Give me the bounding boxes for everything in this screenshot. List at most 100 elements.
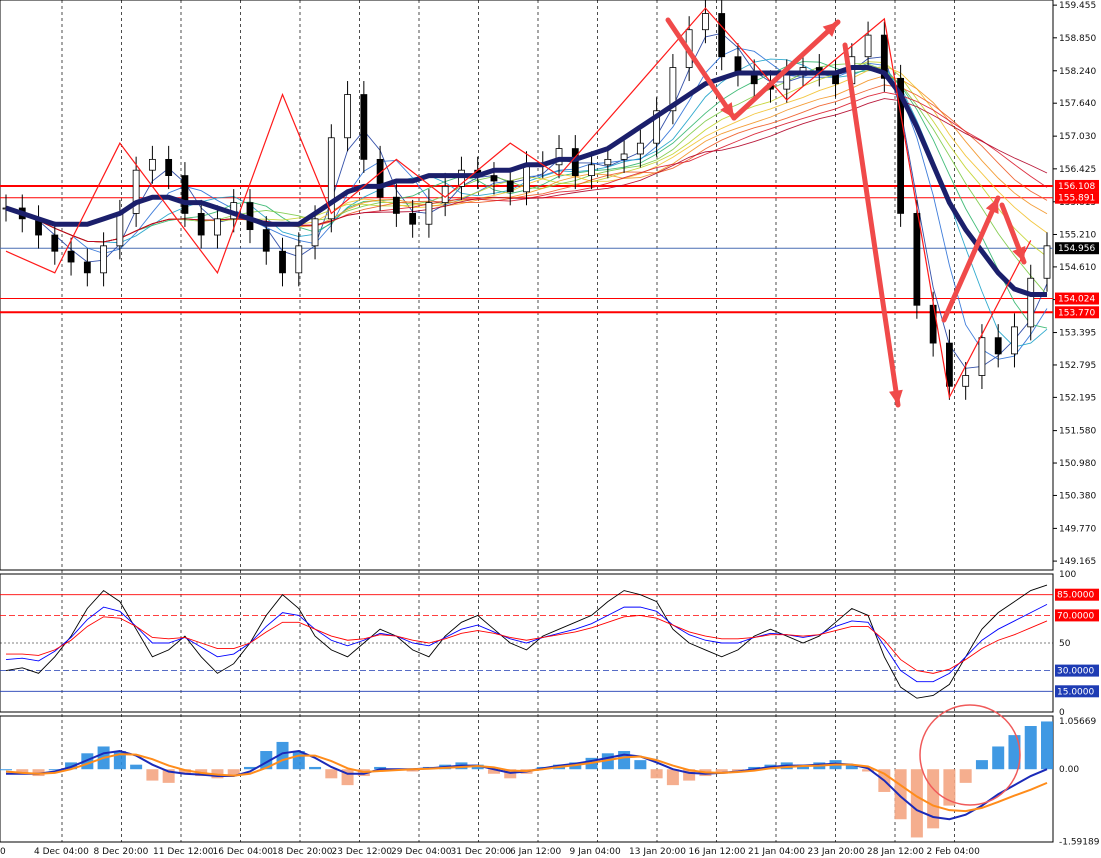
candle-body — [327, 137, 335, 220]
x-tick-label: 2 Feb 04:00 — [927, 847, 981, 857]
price-tick-label: 157.640 — [1059, 99, 1096, 109]
price-tag-label: 156.108 — [1058, 182, 1095, 192]
histogram-bar — [731, 769, 744, 772]
histogram-bar — [943, 769, 956, 806]
zigzag-line — [5, 7, 1032, 399]
price-tag — [1055, 191, 1099, 204]
trend-arrow-head — [822, 22, 838, 37]
x-tick-label: 28 Jan 12:00 — [867, 847, 924, 857]
candle-body — [51, 234, 59, 252]
histogram-bar — [48, 769, 61, 771]
candle-body — [929, 304, 937, 344]
highlight-circle — [919, 704, 1021, 806]
trend-arrow-head — [985, 198, 999, 214]
histogram-bar — [227, 769, 240, 777]
histogram-bar — [634, 760, 647, 770]
candle-body — [344, 94, 351, 139]
x-tick-label: 0 — [0, 847, 6, 857]
trend-arrow — [842, 42, 901, 408]
trend-arrow — [941, 195, 1001, 323]
histogram-bar — [975, 760, 988, 770]
histogram-bar — [130, 764, 143, 770]
candle-body — [1043, 245, 1051, 279]
histogram-bar — [666, 769, 679, 786]
candle-body — [571, 148, 579, 176]
trend-arrow — [731, 19, 841, 121]
candle-body — [994, 337, 1002, 355]
histogram-bar — [845, 764, 858, 770]
candle-body — [458, 169, 465, 187]
moving-average-thick — [5, 65, 1047, 297]
histogram-bar — [1041, 721, 1053, 770]
oscillator-series-line — [5, 603, 1048, 683]
oscillator-tick-label: 100 — [1059, 570, 1076, 580]
histogram-tick-label: 0.00 — [1059, 765, 1079, 775]
histogram-bar — [16, 769, 29, 774]
oscillator-level-label: 15.0000 — [1057, 687, 1094, 697]
candle-body — [132, 169, 140, 214]
histogram-bar — [32, 769, 45, 777]
candle-body — [620, 153, 628, 160]
candle-body — [490, 175, 498, 182]
histogram-bar — [650, 769, 663, 779]
candle-body — [376, 158, 384, 198]
candle-body — [1011, 326, 1018, 355]
oscillator-level-tag — [1055, 588, 1099, 601]
trend-arrow-head — [889, 389, 903, 405]
x-tick-label: 31 Dec 20:00 — [451, 847, 512, 857]
candle-body — [555, 148, 563, 166]
candle-body — [718, 13, 726, 58]
histogram-bar — [374, 766, 387, 770]
candle-body — [978, 337, 986, 376]
oscillator-series-line — [5, 584, 1048, 699]
histogram-bar — [1024, 726, 1037, 770]
candle-body — [702, 13, 709, 31]
candle-body — [588, 164, 595, 176]
x-tick-label: 4 Dec 04:00 — [34, 847, 89, 857]
histogram-bar — [894, 769, 907, 820]
price-tag-label: 155.891 — [1058, 194, 1095, 204]
trend-arrow — [665, 17, 737, 121]
oscillator-series-line — [6, 614, 1048, 674]
histogram-panel — [0, 715, 1054, 843]
candle-body — [962, 375, 970, 387]
candle-body — [295, 245, 303, 274]
candle-body — [523, 164, 530, 193]
price-tick-label: 155.210 — [1059, 230, 1096, 240]
price-tick-label: 156.425 — [1059, 165, 1096, 175]
price-tick-label: 158.850 — [1059, 34, 1096, 44]
candle-body — [1027, 277, 1035, 328]
price-tag-label: 154.956 — [1058, 244, 1095, 254]
price-tick-label: 149.165 — [1059, 557, 1096, 567]
histogram-bar — [65, 762, 78, 770]
candle-body — [67, 250, 75, 263]
price-tick-label: 154.610 — [1059, 263, 1096, 273]
candle-body — [262, 229, 270, 252]
x-tick-label: 13 Jan 20:00 — [629, 847, 686, 857]
histogram-tick-label: -1.59189 — [1059, 838, 1100, 848]
histogram-bar — [959, 769, 972, 783]
candle-body — [409, 213, 417, 225]
histogram-bar — [0, 769, 12, 771]
oscillator-tick-label: 0 — [1059, 708, 1065, 718]
candle-body — [913, 213, 921, 306]
price-tag — [1055, 306, 1099, 319]
price-tick-label: 158.240 — [1059, 67, 1096, 77]
x-tick-label: 9 Jan 04:00 — [570, 847, 622, 857]
price-tag — [1055, 292, 1099, 305]
candle-body — [864, 34, 872, 58]
candle-body — [669, 67, 677, 112]
candle-body — [946, 342, 953, 387]
x-tick-label: 23 Dec 12:00 — [332, 847, 393, 857]
price-tag — [1055, 242, 1099, 255]
x-tick-label: 18 Dec 20:00 — [272, 847, 333, 857]
histogram-bar — [406, 769, 419, 772]
price-tick-label: 151.580 — [1059, 427, 1096, 437]
oscillator-level-label: 30.0000 — [1057, 667, 1094, 677]
signal-line-slow — [5, 753, 1048, 813]
histogram-bar — [715, 769, 728, 774]
candle-body — [197, 213, 205, 236]
histogram-bar — [748, 766, 761, 770]
candle-body — [360, 94, 368, 160]
candle-body — [604, 158, 612, 166]
